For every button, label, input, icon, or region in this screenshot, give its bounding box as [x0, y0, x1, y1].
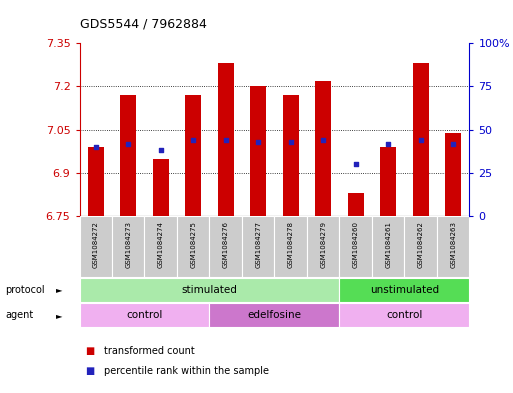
- Text: GSM1084272: GSM1084272: [93, 221, 99, 268]
- Bar: [250, 86, 266, 216]
- Bar: [437, 216, 469, 277]
- Bar: [80, 278, 340, 302]
- Bar: [80, 303, 209, 327]
- Bar: [120, 95, 136, 216]
- Text: ►: ►: [56, 311, 62, 320]
- Bar: [177, 216, 209, 277]
- Bar: [209, 303, 340, 327]
- Point: [156, 147, 165, 154]
- Text: GSM1084273: GSM1084273: [125, 221, 131, 268]
- Bar: [307, 216, 340, 277]
- Bar: [348, 193, 364, 216]
- Bar: [372, 216, 404, 277]
- Bar: [445, 132, 461, 216]
- Bar: [209, 216, 242, 277]
- Text: GSM1084263: GSM1084263: [450, 221, 456, 268]
- Text: edelfosine: edelfosine: [247, 310, 302, 320]
- Point: [92, 144, 100, 150]
- Bar: [340, 216, 372, 277]
- Text: GDS5544 / 7962884: GDS5544 / 7962884: [80, 18, 206, 31]
- Bar: [340, 278, 469, 302]
- Text: GSM1084279: GSM1084279: [320, 221, 326, 268]
- Point: [319, 137, 327, 143]
- Text: ■: ■: [85, 365, 94, 376]
- Point: [189, 137, 198, 143]
- Text: control: control: [386, 310, 423, 320]
- Text: control: control: [126, 310, 163, 320]
- Bar: [274, 216, 307, 277]
- Bar: [283, 95, 299, 216]
- Point: [254, 139, 262, 145]
- Point: [384, 140, 392, 147]
- Text: GSM1084274: GSM1084274: [157, 221, 164, 268]
- Text: GSM1084260: GSM1084260: [352, 221, 359, 268]
- Text: GSM1084275: GSM1084275: [190, 221, 196, 268]
- Text: GSM1084278: GSM1084278: [288, 221, 294, 268]
- Text: ►: ►: [56, 286, 62, 294]
- Text: agent: agent: [5, 310, 33, 320]
- Point: [287, 139, 295, 145]
- Bar: [218, 63, 234, 216]
- Text: stimulated: stimulated: [182, 285, 238, 295]
- Bar: [145, 216, 177, 277]
- Point: [124, 140, 132, 147]
- Point: [222, 137, 230, 143]
- Text: GSM1084261: GSM1084261: [385, 221, 391, 268]
- Point: [449, 140, 457, 147]
- Text: protocol: protocol: [5, 285, 45, 295]
- Text: GSM1084277: GSM1084277: [255, 221, 261, 268]
- Bar: [185, 95, 201, 216]
- Bar: [380, 147, 396, 216]
- Bar: [340, 303, 469, 327]
- Bar: [412, 63, 429, 216]
- Text: GSM1084276: GSM1084276: [223, 221, 229, 268]
- Text: transformed count: transformed count: [104, 346, 195, 356]
- Bar: [404, 216, 437, 277]
- Bar: [242, 216, 274, 277]
- Bar: [315, 81, 331, 216]
- Text: unstimulated: unstimulated: [370, 285, 439, 295]
- Bar: [112, 216, 145, 277]
- Text: ■: ■: [85, 346, 94, 356]
- Text: percentile rank within the sample: percentile rank within the sample: [104, 365, 269, 376]
- Text: GSM1084262: GSM1084262: [418, 221, 424, 268]
- Bar: [153, 158, 169, 216]
- Point: [351, 161, 360, 167]
- Bar: [88, 147, 104, 216]
- Bar: [80, 216, 112, 277]
- Point: [417, 137, 425, 143]
